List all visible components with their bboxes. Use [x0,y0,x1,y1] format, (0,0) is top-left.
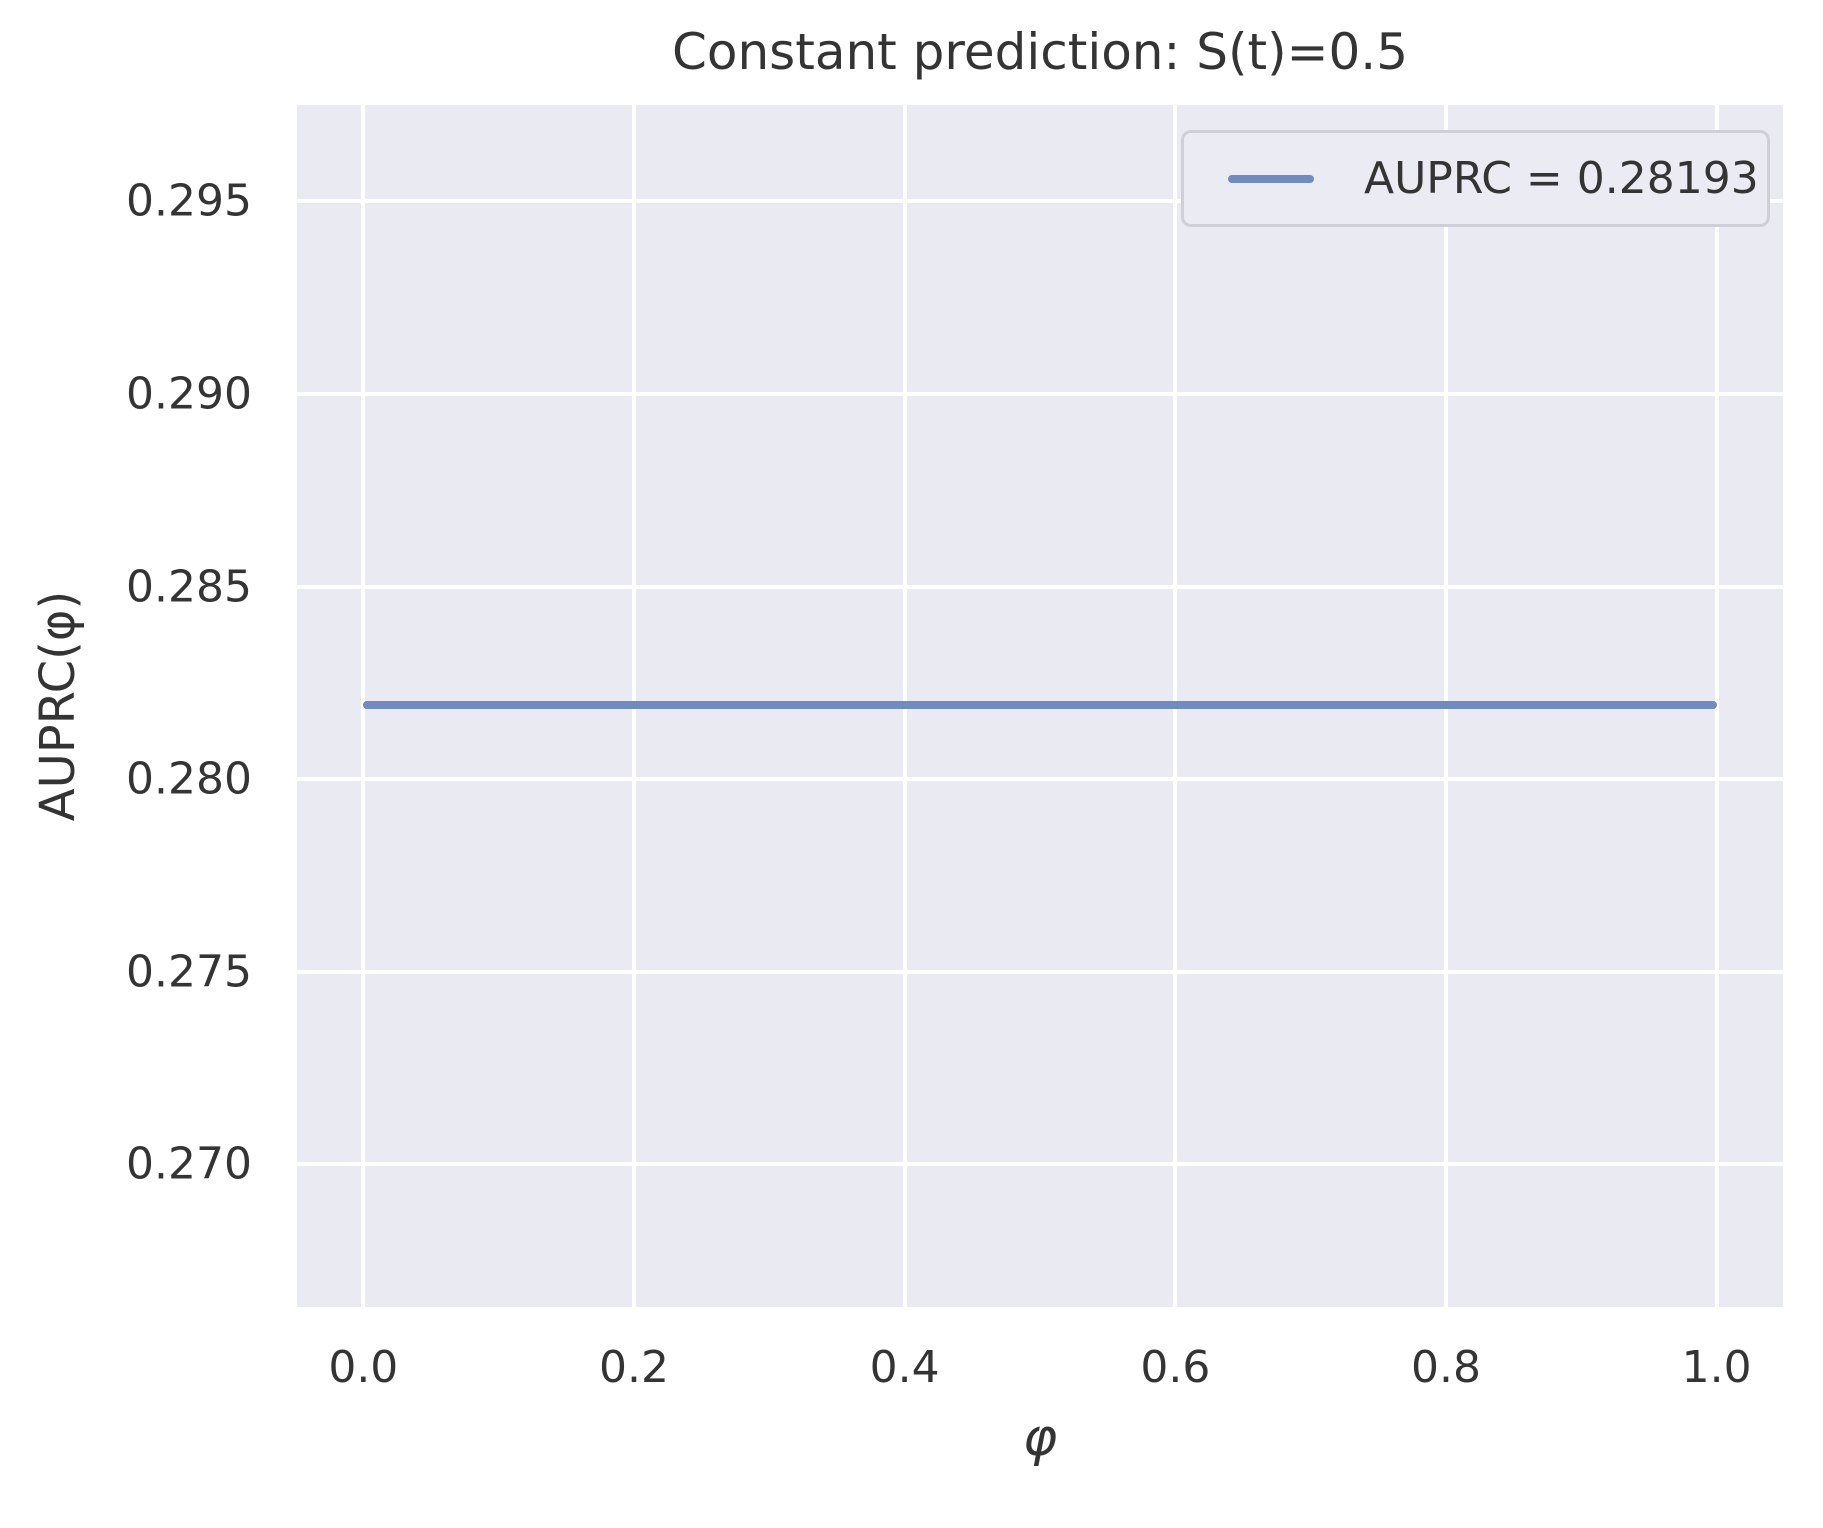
y-gridline [297,584,1783,589]
x-tick-label: 0.0 [328,1342,399,1393]
x-tick-label: 1.0 [1681,1342,1752,1393]
legend-label: AUPRC = 0.28193 [1364,153,1759,204]
y-tick-label: 0.295 [126,175,252,227]
x-tick-label: 0.8 [1411,1342,1481,1393]
y-gridline [297,969,1783,974]
y-gridline [297,199,1783,204]
legend-line-swatch [1228,174,1314,183]
x-tick-label: 0.2 [598,1342,669,1393]
x-tick-label: 0.4 [869,1342,940,1393]
y-gridline [297,777,1783,782]
legend: AUPRC = 0.28193 [1181,130,1770,227]
chart-title: Constant prediction: S(t)=0.5 [671,23,1409,81]
x-axis-label: φ [1022,1408,1058,1468]
y-tick-label: 0.275 [126,946,252,998]
x-tick-label: 0.6 [1140,1342,1211,1393]
y-tick-label: 0.280 [126,753,252,805]
y-gridline [297,1162,1783,1167]
y-tick-label: 0.270 [126,1138,252,1190]
y-gridline [297,391,1783,396]
plot-area [297,105,1783,1307]
y-tick-label: 0.290 [126,368,252,420]
series-line [363,700,1717,709]
legend-entry: AUPRC = 0.28193 [1228,153,1759,204]
y-tick-label: 0.285 [126,561,252,613]
x-gridline [1714,105,1719,1307]
